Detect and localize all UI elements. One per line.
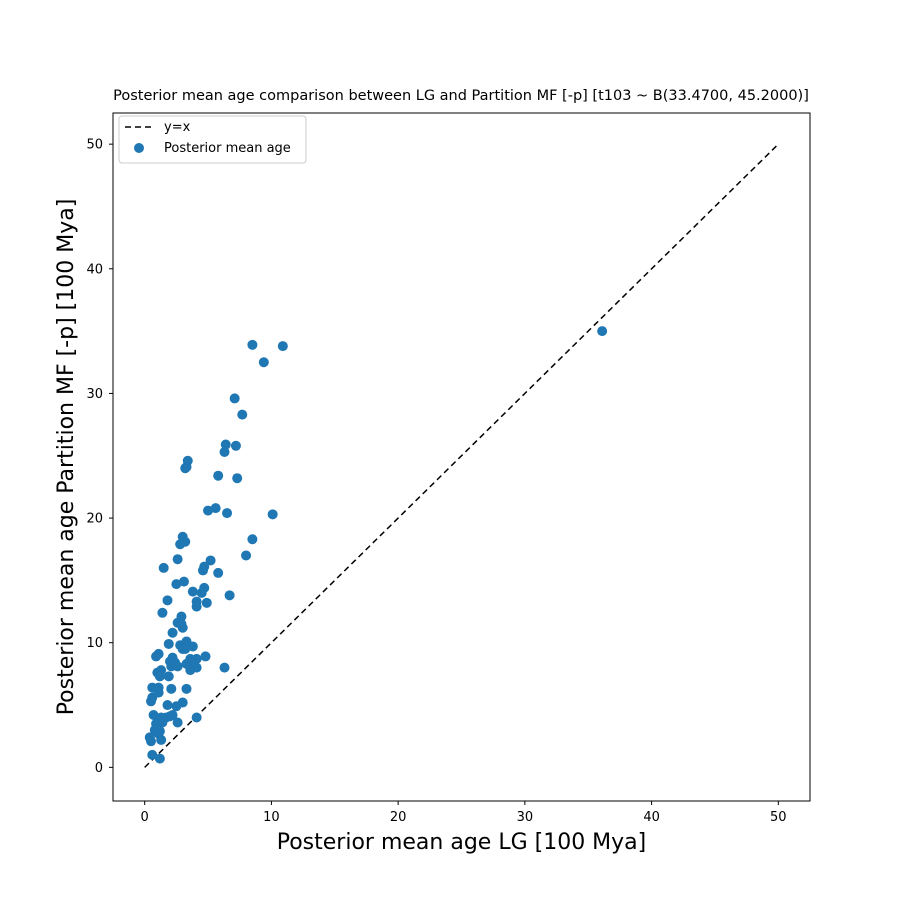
legend: y=x Posterior mean age [118,115,307,164]
data-point [171,701,182,712]
data-point [180,463,191,474]
data-point [154,753,165,764]
data-point [201,597,212,608]
data-point [146,696,157,707]
y-axis: 0 10 20 30 40 50 [86,138,113,776]
data-point [180,643,191,654]
x-axis-label: Posterior mean age LG [100 Mya] [277,830,647,855]
data-point [229,393,240,404]
data-point [172,661,183,672]
data-point [151,651,162,662]
data-point [203,505,214,516]
data-point [224,590,235,601]
data-point [157,607,168,618]
data-point [210,503,221,514]
data-point [154,671,165,682]
legend-point-label: Posterior mean age [164,141,291,156]
data-point [166,683,177,694]
data-point [162,700,173,711]
y-tick-label: 40 [86,262,103,277]
data-point [147,749,158,760]
legend-point-swatch [134,143,144,153]
data-point [191,712,202,723]
reference-line-y-equals-x [144,143,779,768]
plot-frame [112,112,811,802]
plot-area [144,143,779,768]
y-tick-label: 10 [86,636,103,651]
data-point [178,576,189,587]
data-point [277,341,288,352]
data-point [171,579,182,590]
data-point [162,595,173,606]
x-tick-label: 30 [517,810,534,825]
data-point [172,554,183,565]
data-point [191,653,202,664]
data-point [167,627,178,638]
y-tick-label: 0 [95,761,103,776]
data-point [175,539,186,550]
chart-title: Posterior mean age comparison between LG… [113,88,809,104]
data-point [177,622,188,633]
data-point [205,555,216,566]
legend-line-label: y=x [164,120,191,135]
data-point [219,662,230,673]
x-tick-label: 20 [390,810,407,825]
data-point [172,717,183,728]
data-point [213,567,224,578]
x-tick-label: 10 [263,810,280,825]
y-axis-label: Posterior mean age Partition MF [-p] [10… [54,199,79,716]
data-point [197,565,208,576]
x-tick-label: 0 [141,810,149,825]
data-point [213,470,224,481]
data-point [247,534,258,545]
y-tick-label: 50 [86,138,103,153]
legend-box [118,115,307,164]
data-point [237,409,248,420]
data-point [200,651,211,662]
data-point [146,736,157,747]
y-tick-label: 20 [86,512,103,527]
data-point [230,440,241,451]
data-point [163,638,174,649]
data-point [187,641,198,652]
data-point [158,562,169,573]
x-axis: 0 10 20 30 40 50 [141,801,787,825]
data-point [247,339,258,350]
data-point [185,665,196,676]
x-tick-label: 50 [770,810,787,825]
data-point [163,671,174,682]
data-point [219,447,230,458]
data-point [232,473,243,484]
data-point [167,710,178,720]
data-point [191,601,202,612]
data-point [258,357,269,368]
data-point [220,439,231,450]
data-point [196,587,207,598]
data-point [187,586,198,597]
data-point [597,326,608,337]
data-point [156,734,167,745]
data-point [241,550,252,561]
data-point [181,683,192,694]
data-point [222,508,233,519]
x-tick-label: 40 [643,810,660,825]
y-tick-label: 30 [86,387,103,402]
data-point [267,509,278,520]
